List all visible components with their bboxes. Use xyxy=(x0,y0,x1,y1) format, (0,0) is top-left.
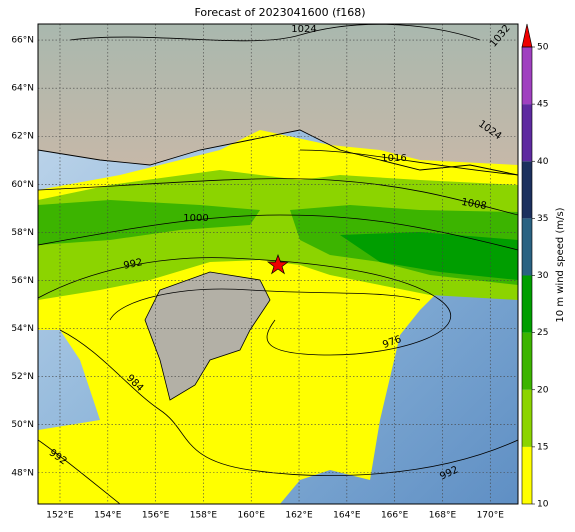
coastline xyxy=(38,129,518,176)
lon-label: 162°E xyxy=(285,511,313,521)
isobar xyxy=(38,257,452,356)
isobar xyxy=(38,178,518,216)
wind-zone xyxy=(38,200,260,245)
colorbar-band xyxy=(522,275,532,333)
lon-label: 160°E xyxy=(238,511,266,521)
colorbar-band xyxy=(522,218,532,276)
lat-label: 60°N xyxy=(11,180,34,190)
lat-label: 50°N xyxy=(11,420,34,430)
kamchatka xyxy=(144,271,271,401)
colorbar-tick-label: 45 xyxy=(537,100,548,110)
land-north xyxy=(38,24,518,175)
map-frame xyxy=(37,23,519,505)
isobar xyxy=(109,288,421,321)
map-title: Forecast of 2023041600 (f168) xyxy=(194,6,365,19)
lat-label: 62°N xyxy=(11,132,34,142)
location-star xyxy=(266,253,290,275)
colorbar-band xyxy=(522,47,532,105)
isobar xyxy=(59,329,518,476)
colorbar-label: 10 m wind speed (m/s) xyxy=(555,207,566,322)
lat-label: 52°N xyxy=(11,372,34,382)
lat-label: 48°N xyxy=(11,468,34,478)
contour-label: 992 xyxy=(123,257,144,272)
lat-label: 54°N xyxy=(11,324,34,334)
contour-label: 1008 xyxy=(460,197,487,212)
colorbar-tick-label: 40 xyxy=(537,157,549,167)
wind-zone xyxy=(340,232,518,280)
lat-label: 56°N xyxy=(11,276,34,286)
colorbar-extension xyxy=(521,23,533,48)
colorbar-tick-label: 15 xyxy=(537,442,548,452)
lon-label: 156°E xyxy=(142,511,170,521)
wind-zone xyxy=(38,430,270,504)
contour-label: 1024 xyxy=(291,24,316,35)
colorbar-tick-label: 35 xyxy=(537,214,548,224)
lon-label: 168°E xyxy=(429,511,457,521)
map-area xyxy=(38,24,518,504)
lon-label: 158°E xyxy=(190,511,218,521)
colorbar-tick-label: 25 xyxy=(537,328,548,338)
wind-zone xyxy=(38,170,518,300)
lon-label: 166°E xyxy=(381,511,409,521)
colorbar-tick-label: 50 xyxy=(537,43,549,53)
colorbar-tick-label: 20 xyxy=(537,385,549,395)
colorbar xyxy=(521,23,535,505)
lon-label: 154°E xyxy=(94,511,122,521)
lon-label: 152°E xyxy=(46,511,74,521)
contour-label: 1016 xyxy=(381,153,406,164)
colorbar-tick-label: 30 xyxy=(537,271,549,281)
isobar xyxy=(38,214,518,251)
contour-label: 1000 xyxy=(183,213,208,224)
colorbar-band xyxy=(522,446,532,504)
colorbar-band xyxy=(522,389,532,447)
colorbar-band xyxy=(522,104,532,162)
lat-label: 64°N xyxy=(11,84,34,94)
lon-label: 164°E xyxy=(333,511,361,521)
isobar xyxy=(299,149,518,176)
isobar xyxy=(69,24,481,42)
colorbar-band xyxy=(522,332,532,390)
lat-label: 66°N xyxy=(11,36,34,46)
colorbar-tick-label: 10 xyxy=(537,500,549,510)
lon-label: 170°E xyxy=(477,511,505,521)
graticule xyxy=(38,24,518,504)
colorbar-band xyxy=(522,161,532,219)
isobar xyxy=(38,439,121,504)
lat-label: 58°N xyxy=(11,228,34,238)
